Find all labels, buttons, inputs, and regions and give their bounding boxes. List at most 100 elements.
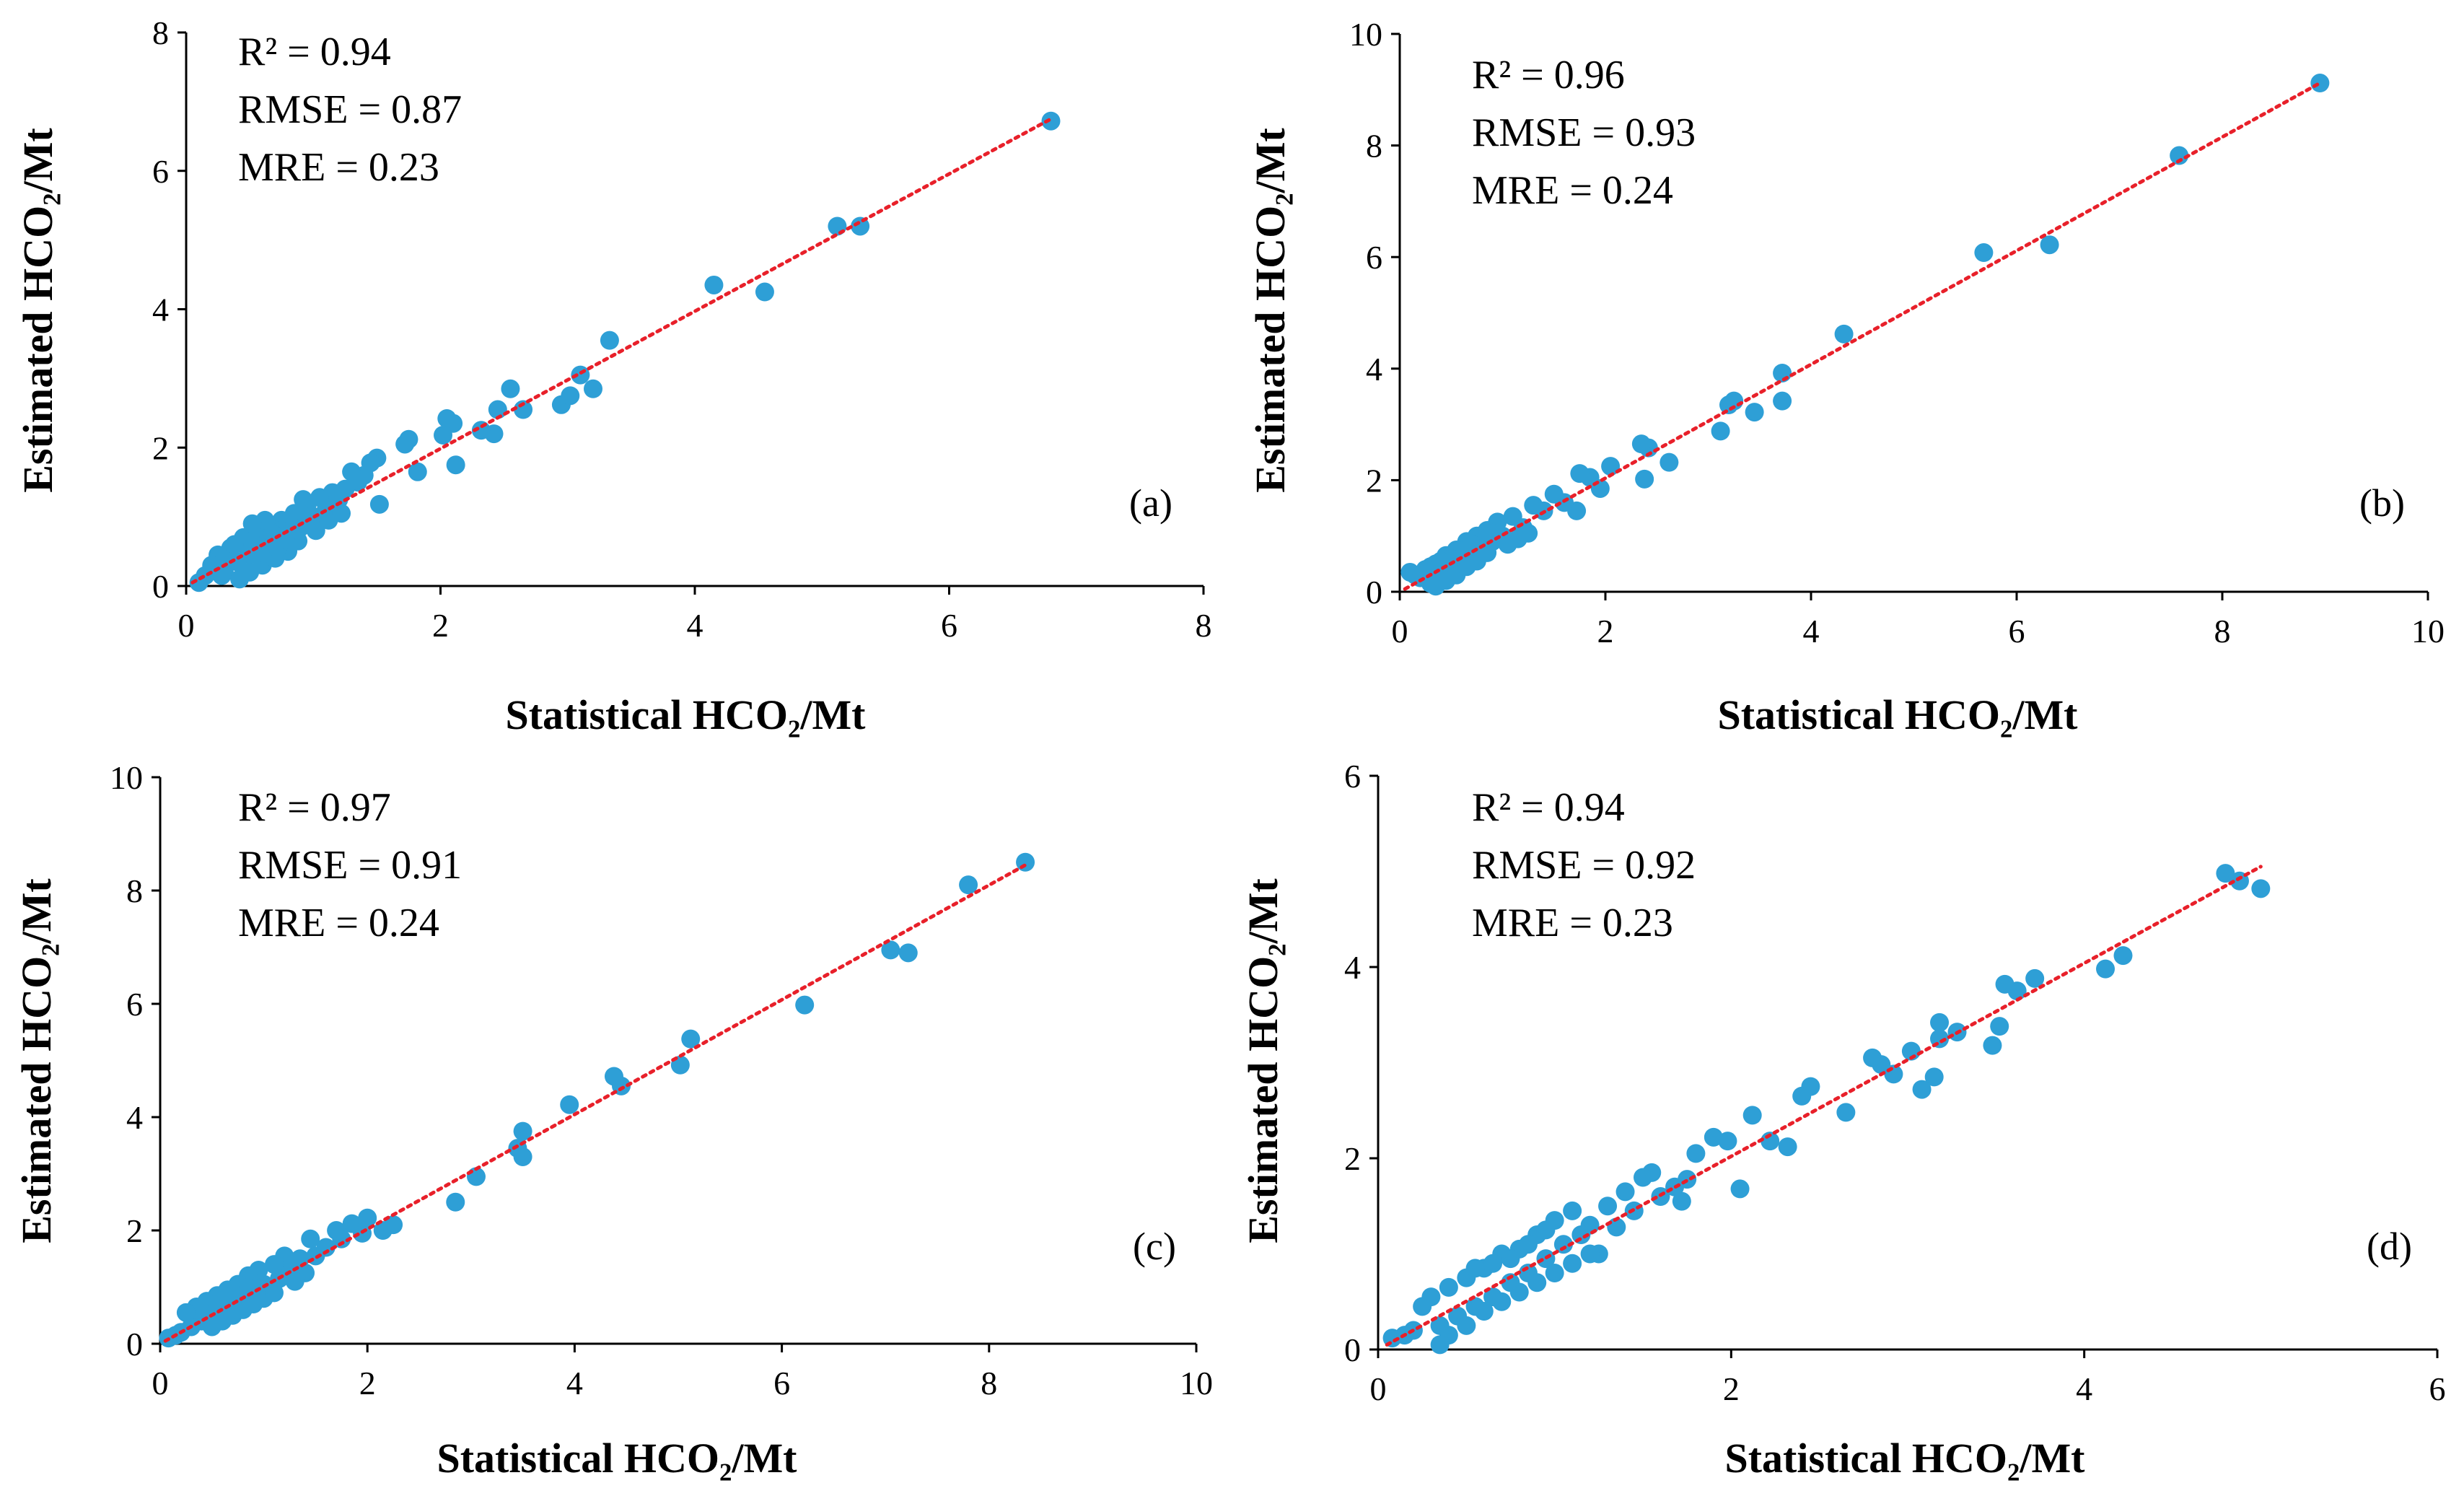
data-point bbox=[1635, 469, 1654, 489]
data-point bbox=[1563, 1201, 1582, 1220]
y-tick-label: 2 bbox=[1344, 1140, 1361, 1177]
y-tick-label: 4 bbox=[126, 1099, 143, 1136]
x-tick-label: 6 bbox=[773, 1365, 790, 1401]
panel-label: (b) bbox=[2359, 481, 2405, 525]
trendline bbox=[1385, 865, 2263, 1347]
data-point bbox=[1711, 421, 1730, 441]
y-tick-label: 6 bbox=[126, 986, 143, 1023]
data-point bbox=[408, 462, 427, 481]
data-point bbox=[1536, 1220, 1556, 1240]
data-point bbox=[1041, 111, 1061, 131]
chart-panel-1: 0 2 4 6 8 0 2 4 6 8 Statistical HCO₂/Mt Estimated H… bbox=[14, 14, 1212, 738]
data-point bbox=[358, 1208, 377, 1228]
chart-panel-4: 0 2 4 6 0 2 4 6 Statistical HCO₂/Mt Estimated HCO… bbox=[1240, 758, 2446, 1482]
y-tick-label: 2 bbox=[126, 1212, 143, 1249]
data-point bbox=[1601, 457, 1621, 476]
x-tick-label: 2 bbox=[1723, 1370, 1740, 1407]
stat-line: R² = 0.96 bbox=[1472, 53, 1625, 97]
data-point bbox=[264, 1283, 284, 1303]
stat-line: MRE = 0.23 bbox=[1472, 901, 1673, 945]
data-point bbox=[898, 943, 918, 963]
data-point bbox=[1501, 1249, 1520, 1269]
data-point bbox=[437, 408, 457, 428]
data-point bbox=[242, 514, 262, 533]
data-point bbox=[1836, 1103, 1856, 1122]
data-point bbox=[1634, 1168, 1652, 1187]
y-tick-label: 4 bbox=[152, 292, 169, 328]
data-point bbox=[446, 455, 465, 475]
y-axis-title: Estimated HCO₂/Mt bbox=[14, 128, 61, 493]
data-point bbox=[1580, 1244, 1600, 1264]
y-axis-title: Estimated HCO₂/Mt bbox=[1247, 128, 1294, 493]
data-point bbox=[446, 1192, 465, 1212]
data-point bbox=[294, 490, 313, 509]
y-tick-label: 6 bbox=[152, 153, 169, 190]
y-tick-label: 10 bbox=[110, 759, 143, 796]
y-tick-label: 8 bbox=[1366, 128, 1382, 165]
data-point bbox=[2025, 968, 2045, 988]
x-tick-label: 0 bbox=[1370, 1370, 1387, 1407]
data-point bbox=[1432, 551, 1450, 571]
data-point bbox=[264, 1255, 284, 1274]
data-point bbox=[332, 504, 351, 523]
data-point bbox=[1974, 243, 1994, 263]
data-point bbox=[488, 400, 507, 419]
data-point bbox=[1545, 1264, 1564, 1282]
y-tick-label: 4 bbox=[1344, 949, 1361, 986]
data-point bbox=[1524, 496, 1543, 515]
x-tick-label: 6 bbox=[2009, 613, 2025, 649]
data-point bbox=[2170, 146, 2189, 165]
data-point bbox=[1686, 1144, 1706, 1163]
stat-line: RMSE = 0.87 bbox=[238, 87, 462, 132]
x-tick-label: 10 bbox=[1180, 1365, 1213, 1401]
data-point bbox=[1990, 1017, 2009, 1036]
y-tick-label: 6 bbox=[1344, 758, 1361, 795]
y-tick-label: 0 bbox=[1366, 574, 1382, 611]
x-tick-label: 4 bbox=[566, 1365, 583, 1401]
y-axis-title: Estimated HCO₂/Mt bbox=[13, 878, 60, 1243]
data-point bbox=[1704, 1127, 1723, 1147]
data-point bbox=[1544, 484, 1564, 504]
data-point bbox=[2096, 959, 2116, 979]
trendline bbox=[190, 117, 1053, 585]
data-point bbox=[1792, 1086, 1812, 1106]
data-point bbox=[1553, 1235, 1573, 1254]
data-point bbox=[1439, 1277, 1458, 1297]
data-point bbox=[1773, 391, 1792, 411]
data-point bbox=[224, 535, 244, 554]
data-point bbox=[851, 216, 870, 236]
x-tick-label: 8 bbox=[2214, 613, 2231, 649]
data-point bbox=[2113, 946, 2133, 966]
data-point bbox=[1995, 974, 2014, 994]
data-point bbox=[1474, 1302, 1494, 1321]
data-point bbox=[1615, 1182, 1635, 1202]
data-point bbox=[1863, 1048, 1882, 1067]
data-point bbox=[1509, 1282, 1529, 1302]
data-point bbox=[704, 275, 724, 294]
x-tick-label: 4 bbox=[687, 607, 703, 644]
data-point bbox=[561, 386, 580, 406]
data-point bbox=[1570, 464, 1590, 484]
x-tick-label: 2 bbox=[359, 1365, 376, 1401]
x-tick-label: 4 bbox=[1803, 613, 1820, 649]
x-axis-title: Statistical HCO₂/Mt bbox=[437, 1435, 797, 1482]
y-tick-label: 0 bbox=[126, 1326, 143, 1362]
data-point bbox=[1400, 562, 1420, 582]
data-point bbox=[600, 331, 619, 350]
data-point bbox=[1912, 1080, 1932, 1099]
stat-line: MRE = 0.24 bbox=[1472, 168, 1673, 213]
data-point bbox=[1598, 1197, 1618, 1216]
data-point bbox=[1483, 1254, 1503, 1273]
stat-line: RMSE = 0.93 bbox=[1472, 110, 1696, 155]
data-point bbox=[513, 1147, 532, 1166]
x-tick-label: 4 bbox=[2076, 1370, 2092, 1407]
y-tick-label: 0 bbox=[152, 568, 169, 605]
x-tick-label: 8 bbox=[981, 1365, 997, 1401]
y-tick-label: 8 bbox=[152, 14, 169, 51]
x-axis-title: Statistical HCO₂/Mt bbox=[1724, 1435, 2085, 1482]
y-tick-label: 2 bbox=[152, 429, 169, 466]
x-tick-label: 8 bbox=[1196, 607, 1212, 644]
data-point bbox=[1834, 324, 1854, 344]
chart-panel-2: 0 2 4 6 8 10 0 2 4 6 8 10 Statistical HCO₂/Mt Estimat… bbox=[1247, 16, 2445, 738]
